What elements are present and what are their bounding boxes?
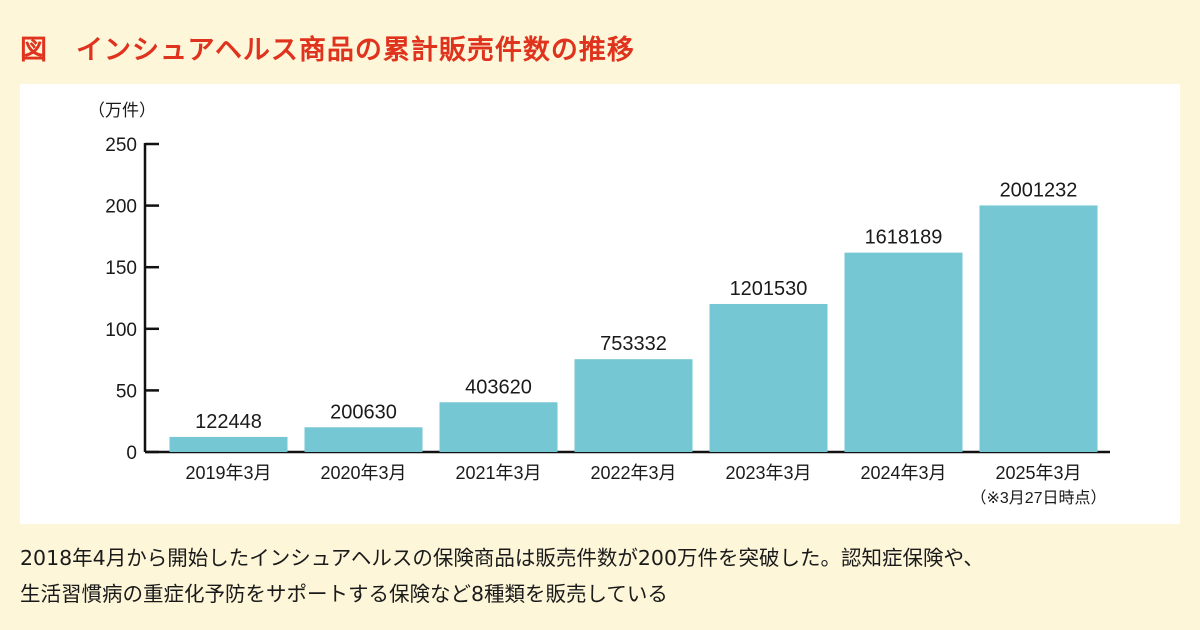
y-tick-label: 100 [105, 320, 137, 341]
data-label: 200630 [330, 401, 397, 423]
page-title: 図 インシュアヘルス商品の累計販売件数の推移 [20, 35, 635, 66]
y-tick-label: 50 [116, 381, 137, 402]
bar [979, 205, 1098, 452]
bar [304, 427, 423, 452]
y-tick-label: 0 [126, 443, 137, 464]
x-tick-note: （※3月27日時点） [970, 489, 1106, 507]
chart-panel: （万件） 0 50 100 150 200 250 122448 2019年3月 200630 20… [20, 84, 1180, 524]
y-unit-label: （万件） [88, 101, 156, 120]
bar [439, 402, 558, 452]
x-tick-label: 2023年3月 [725, 463, 811, 483]
x-tick-label: 2019年3月 [185, 463, 271, 483]
bar [844, 252, 963, 452]
data-label: 1618189 [865, 227, 943, 249]
data-label: 403620 [465, 376, 532, 398]
bar [169, 436, 288, 452]
caption: 2018年4月から開始したインシュアヘルスの保険商品は販売件数が200万件を突破… [20, 540, 1190, 612]
data-label: 2001232 [1000, 179, 1078, 201]
data-label: 753332 [600, 333, 667, 355]
caption-line-1: 2018年4月から開始したインシュアヘルスの保険商品は販売件数が200万件を突破… [20, 546, 984, 570]
bar [574, 359, 693, 452]
x-tick-label: 2024年3月 [860, 463, 946, 483]
bar-chart: （万件） 0 50 100 150 200 250 122448 2019年3月 200630 20… [88, 101, 1110, 507]
x-tick-label: 2020年3月 [320, 463, 406, 483]
caption-line-2: 生活習慣病の重症化予防をサポートする保険など8種類を販売している [20, 582, 668, 606]
data-label: 122448 [195, 411, 262, 433]
x-tick-label: 2025年3月 [995, 463, 1081, 483]
bar [709, 303, 828, 452]
data-label: 1201530 [730, 278, 808, 300]
y-tick-label: 200 [105, 197, 137, 218]
y-tick-label: 150 [105, 258, 137, 279]
x-tick-label: 2021年3月 [455, 463, 541, 483]
x-tick-label: 2022年3月 [590, 463, 676, 483]
y-tick-label: 250 [105, 135, 137, 156]
